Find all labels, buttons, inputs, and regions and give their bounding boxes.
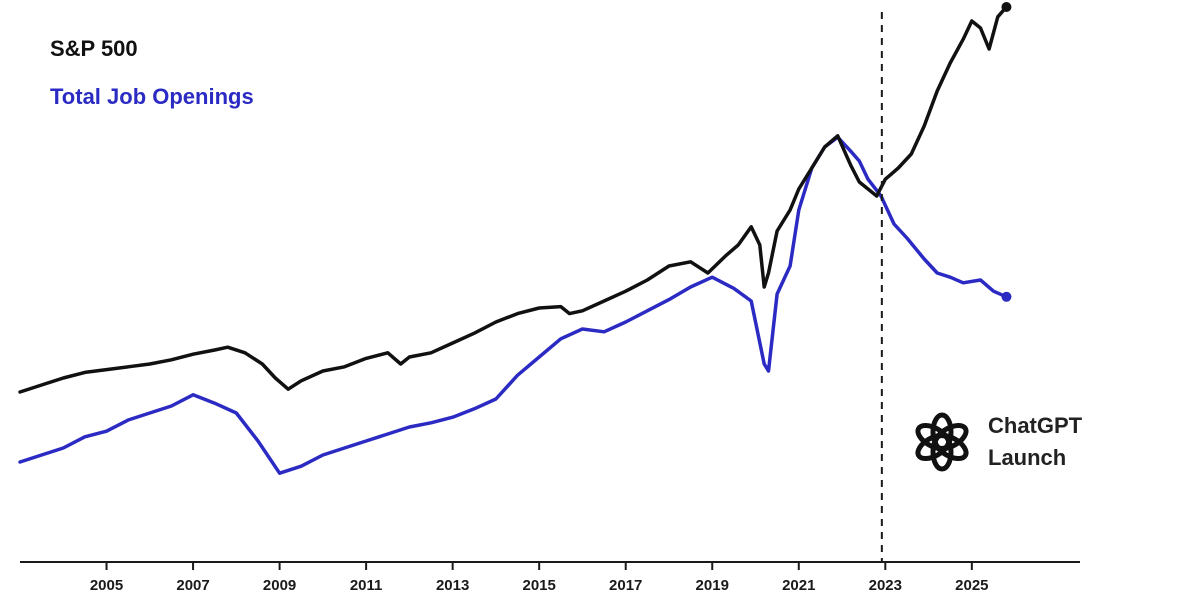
x-tick-label: 2017 (609, 577, 642, 594)
series-line-sp500 (18, 5, 1009, 394)
x-axis-ticks: 2005 2007 2009 2011 2013 2015 2017 2019 2021 2023… (90, 562, 989, 594)
legend-sp500: S&P 500 (50, 36, 138, 61)
x-tick-label: 2013 (436, 577, 469, 594)
x-tick-label: 2007 (176, 577, 209, 594)
annotation-line-2: Launch (988, 445, 1067, 470)
series-line-job-openings (18, 135, 1009, 475)
openai-logo-icon (915, 412, 969, 472)
legend-job-openings: Total Job Openings (50, 84, 254, 109)
x-tick-label: 2025 (955, 577, 988, 594)
annotation-text: ChatGPT Launch (988, 410, 1082, 474)
x-tick-label: 2011 (350, 577, 383, 594)
annotation-line-1: ChatGPT (988, 413, 1083, 438)
x-tick-label: 2023 (869, 577, 902, 594)
x-tick-label: 2019 (696, 577, 729, 594)
chatgpt-launch-annotation: ChatGPT Launch (910, 410, 1082, 474)
x-tick-label: 2021 (782, 577, 815, 594)
series-end-point-sp500 (1001, 2, 1012, 12)
series-layer (18, 2, 1012, 475)
x-tick-label: 2015 (522, 577, 555, 594)
series-end-point-job-openings (1001, 291, 1012, 302)
x-tick-label: 2009 (263, 577, 296, 594)
logo-petal (915, 422, 952, 452)
x-tick-label: 2005 (90, 577, 123, 594)
